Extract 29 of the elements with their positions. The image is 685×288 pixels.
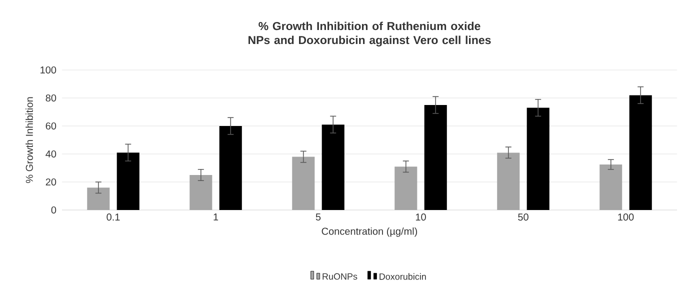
bar xyxy=(116,152,140,210)
y-tick-label: 60 xyxy=(46,122,56,130)
bar xyxy=(292,156,315,210)
bar xyxy=(394,166,418,210)
bar xyxy=(424,104,447,210)
y-tick-label: 0 xyxy=(51,206,56,214)
y-tick-label: 80 xyxy=(46,94,56,102)
bar xyxy=(629,95,652,210)
bar xyxy=(497,152,520,210)
legend-label: Doxorubicin xyxy=(380,273,426,280)
bar xyxy=(219,126,242,210)
y-axis-title: % Growth Inhibition xyxy=(26,97,33,183)
bar xyxy=(87,188,110,210)
x-tick-label: 100 xyxy=(618,214,634,221)
x-tick-label: 50 xyxy=(518,214,528,221)
x-tick-label: 1 xyxy=(214,214,218,220)
bar xyxy=(526,108,550,210)
y-tick-label: 20 xyxy=(46,178,56,186)
x-tick-label: 10 xyxy=(416,214,426,221)
chart-title: % Growth Inhibition of Ruthenium oxide NPs and Doxorubicin against Vero cell lines xyxy=(248,22,491,46)
bar xyxy=(322,124,344,210)
x-tick-label: 0.1 xyxy=(106,214,120,221)
bar xyxy=(190,174,212,210)
bar xyxy=(600,164,622,210)
x-axis-title: Concentration (µg/ml) xyxy=(322,227,418,237)
y-tick-label: 40 xyxy=(46,150,56,158)
y-tick-label: 100 xyxy=(40,66,56,74)
x-tick-label: 5 xyxy=(316,214,321,220)
legend-label: RuONPs xyxy=(322,273,358,280)
